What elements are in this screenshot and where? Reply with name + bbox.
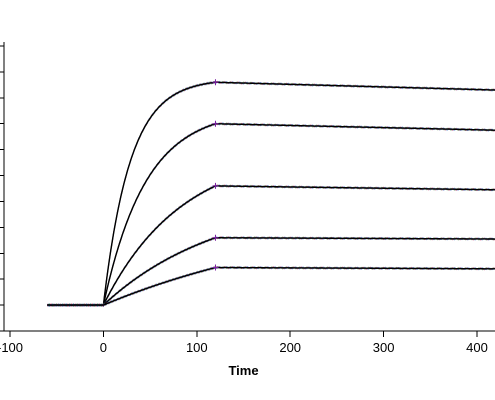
series-noise-trace	[47, 184, 495, 308]
series-line	[47, 123, 495, 306]
plot-area	[47, 79, 495, 308]
axes: -100 0 100 200 300 400	[0, 42, 495, 355]
x-tick-label: 0	[100, 340, 107, 355]
series-line	[47, 185, 495, 306]
switch-marker	[212, 120, 219, 127]
switch-marker	[212, 79, 219, 86]
series-noise-trace	[47, 80, 495, 307]
series-noise-trace	[47, 184, 495, 307]
series-line	[47, 237, 495, 306]
switch-marker	[212, 234, 219, 241]
x-tick-label: 100	[186, 340, 208, 355]
series-noise-trace	[47, 121, 495, 307]
series-noise-trace	[47, 121, 495, 307]
series-noise-trace	[47, 80, 495, 308]
x-tick-label: 300	[373, 340, 395, 355]
x-axis-title: Time	[228, 363, 258, 378]
series-line	[47, 81, 495, 306]
x-tick-label: -100	[0, 340, 23, 355]
series-noise-trace	[47, 122, 495, 307]
series-noise-trace	[47, 80, 495, 307]
series-noise-trace	[47, 184, 495, 307]
x-tick-label: 400	[466, 340, 488, 355]
switch-marker	[212, 264, 219, 271]
x-tick-label: 200	[279, 340, 301, 355]
switch-marker	[212, 182, 219, 189]
